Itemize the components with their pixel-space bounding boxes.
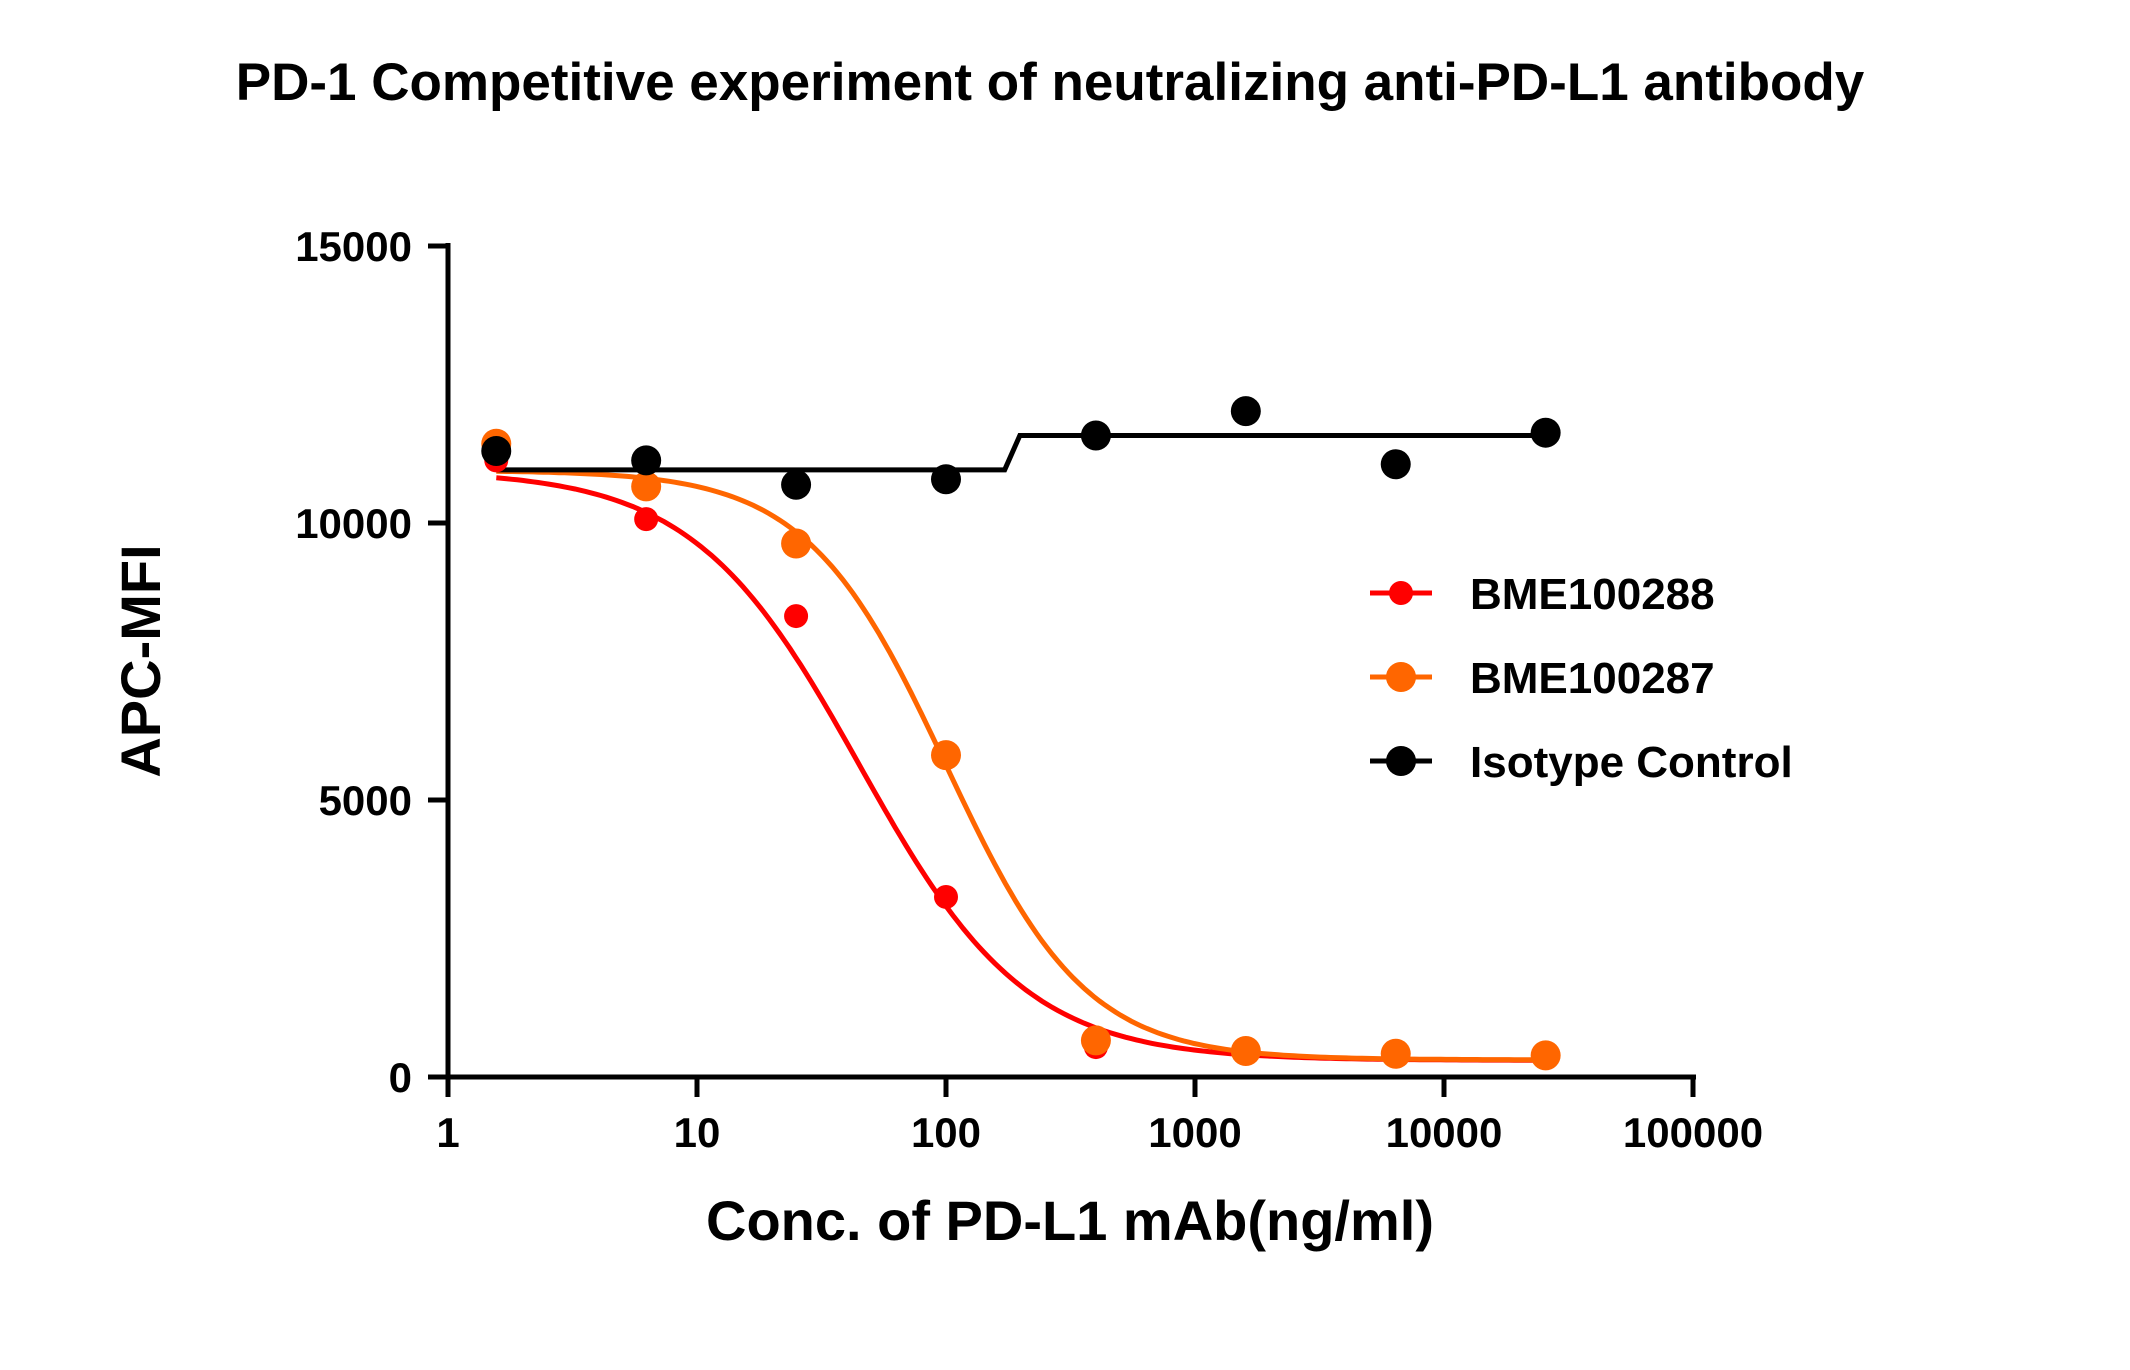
data-point-1-1 [631, 471, 662, 502]
data-point-2-2 [781, 469, 812, 500]
data-point-0-3 [934, 884, 958, 909]
legend-label-0: BME100288 [1470, 570, 1715, 619]
data-point-1-3 [931, 740, 961, 771]
legend-label-1: BME100287 [1470, 654, 1715, 703]
x-tick-label: 1000 [1148, 1109, 1241, 1156]
data-point-2-5 [1230, 396, 1261, 427]
data-point-1-4 [1080, 1025, 1111, 1056]
data-point-1-6 [1380, 1038, 1411, 1069]
x-axis-label: Conc. of PD-L1 mAb(ng/ml) [706, 1189, 1434, 1252]
y-tick-label: 5000 [319, 777, 412, 824]
data-point-2-6 [1380, 449, 1411, 480]
x-tick-label: 10 [674, 1109, 721, 1156]
chart-title: PD-1 Competitive experiment of neutraliz… [236, 53, 1865, 112]
data-point-0-2 [784, 604, 809, 629]
fit-curve-0 [496, 475, 1546, 1063]
x-tick-label: 1 [436, 1109, 459, 1156]
x-tick-label: 100 [911, 1109, 981, 1156]
y-tick-label: 10000 [295, 500, 412, 547]
data-point-2-7 [1530, 417, 1561, 448]
legend-marker-0 [1389, 581, 1413, 605]
y-tick-label: 0 [389, 1054, 412, 1101]
data-point-1-5 [1230, 1035, 1261, 1066]
data-point-0-1 [634, 507, 659, 532]
data-point-1-2 [781, 528, 812, 559]
data-point-1-7 [1530, 1040, 1561, 1071]
legend-label-2: Isotype Control [1470, 738, 1793, 787]
fit-curve-1 [496, 468, 1546, 1063]
x-tick-label: 100000 [1623, 1109, 1763, 1156]
data-point-2-1 [631, 445, 662, 476]
legend-marker-2 [1386, 746, 1416, 776]
y-axis-label: APC-MFI [109, 544, 172, 777]
data-point-2-3 [931, 464, 961, 495]
data-point-2-4 [1080, 420, 1111, 451]
fit-curve-2 [496, 432, 1546, 473]
x-tick-label: 10000 [1386, 1109, 1503, 1156]
y-tick-label: 15000 [295, 223, 412, 270]
data-point-2-0 [481, 435, 512, 466]
legend-marker-1 [1386, 662, 1416, 692]
